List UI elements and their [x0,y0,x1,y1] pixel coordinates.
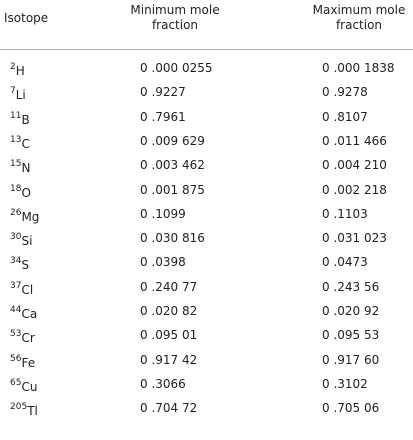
mass-number: 30 [10,232,22,243]
element-symbol: O [21,185,31,200]
mass-number: 15 [10,159,22,170]
max-cell: 0 .000 1838 [322,61,395,75]
min-cell: 0 .1099 [140,206,186,221]
element-symbol: Li [15,88,26,103]
mass-number: 7 [10,86,16,97]
min-cell: 0 .095 01 [140,328,198,343]
min-cell: 0 .917 42 [140,352,198,367]
min-cell: 0 .0398 [140,255,186,270]
isotope-cell: 44Ca [10,304,38,321]
table-row: 2H 0 .000 0255 0 .000 1838 [0,54,413,78]
mass-number: 26 [10,207,22,218]
mass-number: 56 [10,353,22,364]
table-row: 65Cu 0 .3066 0 .3102 [0,370,413,394]
element-symbol: Fe [21,355,36,370]
max-cell: 0 .3102 [322,376,368,391]
max-cell: 0 .0473 [322,255,368,270]
table-row: 11B 0 .7961 0 .8107 [0,103,413,127]
max-cell: 0 .020 92 [322,304,380,318]
mass-number: 44 [10,305,22,315]
header-cell: Minimum mole fraction [130,3,220,32]
max-cell: 0 .002 218 [322,182,387,197]
max-cell: 0 .031 023 [322,231,387,246]
min-cell: 0 .009 629 [140,133,205,148]
isotope-cell: 18O [10,183,31,200]
mass-number: 37 [10,280,22,291]
table-row: 56Fe 0 .917 42 0 .917 60 [0,346,413,370]
isotope-cell: 205Tl [10,401,38,419]
isotope-cell: 37Cl [10,280,34,297]
min-cell: 0 .3066 [140,376,186,391]
max-cell: 0 .243 56 [322,279,380,294]
table-row: 13C 0 .009 629 0 .011 466 [0,127,413,151]
element-symbol: S [21,258,30,273]
element-symbol: B [21,112,30,127]
element-symbol: H [15,64,25,78]
min-cell: 0 .7961 [140,109,186,124]
table-header: Isotope Minimum mole fraction Maximum mo… [0,0,413,50]
table-row: 44Ca 0 .020 82 0 .020 92 [0,297,413,321]
min-cell: 0 .240 77 [140,279,198,294]
max-cell: 0 .705 06 [322,401,380,416]
max-cell: 0 .917 60 [322,352,380,367]
isotope-cell: 11B [10,110,30,127]
table-row: 205Tl 0 .704 72 0 .705 06 [0,394,413,418]
table-row: 37Cl 0 .240 77 0 .243 56 [0,273,413,297]
element-symbol: Si [21,234,33,249]
min-cell: 0 .020 82 [140,304,198,318]
element-symbol: C [21,136,30,151]
table-row: 18O 0 .001 875 0 .002 218 [0,176,413,200]
min-cell: 0 .9227 [140,85,186,100]
max-cell: 0 .8107 [322,109,368,124]
element-symbol: Cu [21,379,38,394]
max-cell: 0 .9278 [322,85,368,100]
table-row: 53Cr 0 .095 01 0 .095 53 [0,321,413,345]
isotope-cell: 2H [10,61,25,78]
max-cell: 0 .011 466 [322,133,387,148]
header-cell: Isotope [4,11,49,25]
element-symbol: Cr [21,331,35,346]
mass-number: 11 [10,110,22,121]
min-cell: 0 .030 816 [140,231,205,246]
element-symbol: Tl [27,404,38,419]
isotope-cell: 15N [10,158,31,176]
element-symbol: Ca [21,307,38,321]
table-row: 26Mg 0 .1099 0 .1103 [0,200,413,224]
header-cell: Maximum mole fraction [312,3,406,32]
isotope-cell: 30Si [10,231,33,249]
element-symbol: Cl [21,282,34,297]
mass-number: 13 [10,134,22,145]
mass-number: 2 [10,62,16,72]
max-cell: 0 .004 210 [322,158,387,173]
mass-number: 34 [10,256,22,267]
mass-number: 65 [10,377,22,388]
table-row: 30Si 0 .030 816 0 .031 023 [0,224,413,248]
mass-number: 53 [10,329,22,340]
isotope-cell: 13C [10,134,30,151]
min-cell: 0 .001 875 [140,182,205,197]
element-symbol: Mg [21,209,40,224]
isotope-cell: 7Li [10,85,26,103]
table-row: 15N 0 .003 462 0 .004 210 [0,151,413,175]
min-cell: 0 .704 72 [140,401,198,416]
isotope-cell: 26Mg [10,207,40,224]
isotope-cell: 53Cr [10,328,35,346]
isotope-cell: 34S [10,255,30,273]
table-row: 7Li 0 .9227 0 .9278 [0,78,413,102]
min-cell: 0 .000 0255 [140,61,213,75]
element-symbol: N [21,161,31,176]
isotope-cell: 56Fe [10,353,36,370]
max-cell: 0 .1103 [322,206,368,221]
isotope-cell: 65Cu [10,377,38,394]
max-cell: 0 .095 53 [322,328,380,343]
mass-number: 205 [10,402,28,413]
mass-number: 18 [10,183,22,194]
table-row: 34S 0 .0398 0 .0473 [0,248,413,272]
min-cell: 0 .003 462 [140,158,205,173]
